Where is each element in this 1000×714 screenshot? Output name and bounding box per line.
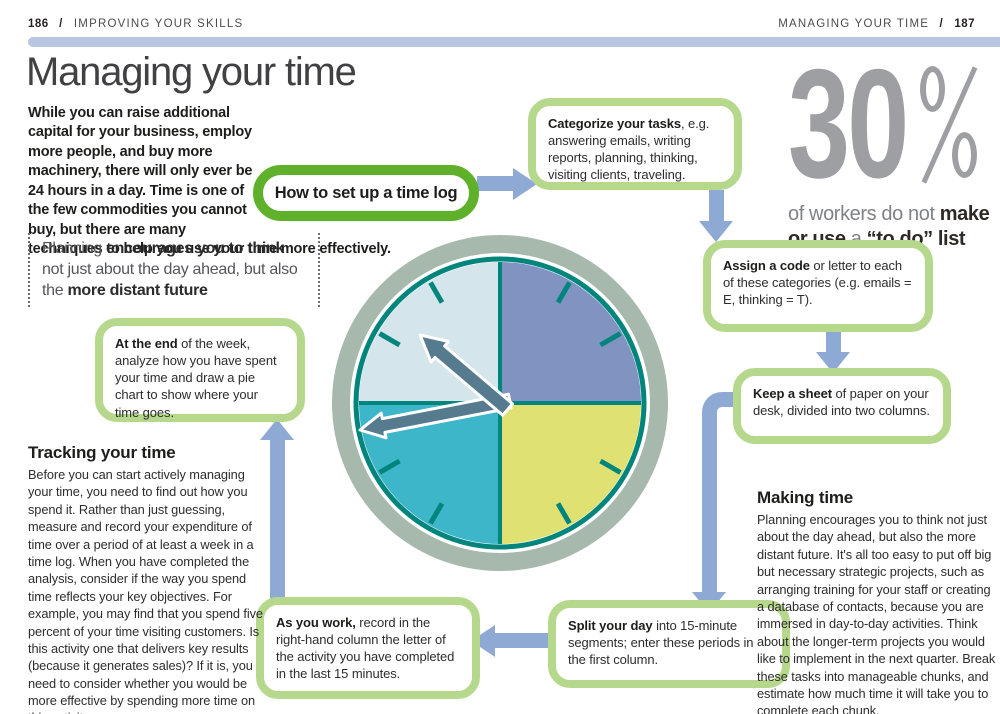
section-body: Planning encourages you to think not jus…: [757, 512, 996, 714]
clock-hands: [358, 333, 514, 440]
clock-quadrant-bottom-left: [359, 403, 500, 544]
header-right: MANAGING YOUR TIME / 187: [778, 18, 975, 30]
step-lead: Keep a sheet: [753, 386, 833, 401]
arrow-down-icon: [826, 331, 841, 353]
step-text: Categorize your tasks, e.g. answering em…: [548, 115, 722, 184]
quote-text-light: Planning: [42, 240, 107, 257]
flow-step-categorize: Categorize your tasks, e.g. answering em…: [528, 98, 742, 190]
arrow-down-head-icon: [699, 221, 733, 242]
flow-step-split-day: Split your day into 15-minute segments; …: [548, 600, 790, 688]
clock-ticks: [378, 281, 622, 525]
step-rest: record in the right-hand column the lett…: [276, 615, 455, 682]
arrow-down-head-icon: [816, 352, 850, 373]
step-rest: or letter to each of these categories (e…: [723, 258, 912, 308]
stat-number: 30: [788, 37, 909, 210]
stat-figure: 30: [788, 37, 1000, 210]
intro-text: While you can raise additional capital f…: [28, 105, 391, 257]
step-text: As you work, record in the right-hand co…: [276, 614, 460, 683]
step-lead: At the end: [115, 336, 178, 351]
quote-text-light: not just about the day ahead, but also t…: [42, 260, 298, 299]
clock-hour-hand: [418, 333, 514, 417]
header-rule: [28, 37, 1000, 47]
stat-caption-light: of workers do not: [788, 203, 940, 225]
header-left: 186 / IMPROVING YOUR SKILLS: [28, 18, 243, 30]
step-lead: Assign a code: [723, 258, 810, 273]
step-lead: Categorize your tasks: [548, 116, 682, 131]
intro-paragraph: While you can raise additional capital f…: [28, 104, 493, 259]
quote-text-bold: more distant future: [67, 281, 208, 299]
step-text: Split your day into 15-minute segments; …: [568, 617, 770, 668]
elbow-connector-icon: [702, 392, 742, 594]
clock-quadrant-top-right: [500, 262, 641, 403]
flow-step-end-of-week: At the end of the week, analyze how you …: [95, 318, 305, 422]
clock-rim: [353, 256, 647, 550]
header-separator-right: /: [939, 18, 944, 30]
step-text: Keep a sheet of paper on your desk, divi…: [753, 385, 931, 419]
section-title-left: IMPROVING YOUR SKILLS: [73, 18, 244, 30]
running-head: 186 / IMPROVING YOUR SKILLS MANAGING YOU…: [28, 18, 975, 30]
step-lead: As you work,: [276, 615, 356, 630]
tracking-your-time-section: Tracking your time Before you can start …: [28, 443, 268, 714]
step-rest: , e.g. answering emails, writing reports…: [548, 116, 710, 183]
pull-quote: Planning encourages you to think not jus…: [28, 233, 320, 308]
arrow-down-icon: [709, 190, 724, 222]
percent-upper-ring: [920, 66, 945, 112]
section-heading: Making time: [757, 488, 854, 507]
arrow-left-icon: [494, 633, 548, 648]
step-text: At the end of the week, analyze how you …: [115, 335, 285, 421]
step-rest: of paper on your desk, divided into two …: [753, 386, 930, 419]
clock-quadrant-bottom-right: [500, 403, 641, 544]
page-number-left: 186: [28, 18, 49, 30]
making-time-section: Making time Planning encourages you to t…: [757, 488, 997, 714]
arrow-right-icon: [477, 176, 515, 191]
flow-step-assign-code: Assign a code or letter to each of these…: [703, 240, 933, 332]
page-number-right: 187: [954, 18, 975, 30]
clock-minute-hand: [358, 392, 513, 440]
step-rest: into 15-minute segments; enter these per…: [568, 618, 754, 668]
header-separator-left: /: [59, 18, 64, 30]
percent-icon: [916, 66, 986, 186]
step-text: Assign a code or letter to each of these…: [723, 257, 913, 308]
section-body: Before you can start actively managing y…: [28, 467, 263, 714]
section-title-right: MANAGING YOUR TIME: [778, 18, 930, 30]
arrow-up-head-icon: [260, 419, 294, 440]
clock-svg: [332, 235, 668, 571]
statistic-block: 30 of workers do not make or use a “to d…: [788, 37, 1000, 253]
quote-text-bold: encourages you to think: [106, 240, 285, 257]
step-rest: of the week, analyze how you have spent …: [115, 336, 277, 420]
section-heading: Tracking your time: [28, 443, 176, 462]
flow-step-keep-sheet: Keep a sheet of paper on your desk, divi…: [733, 368, 951, 444]
arrow-up-icon: [270, 439, 285, 599]
page-title: Managing your time: [26, 50, 357, 94]
clock-illustration: [332, 235, 668, 571]
flow-title-pill: How to set up a time log: [253, 165, 479, 221]
flow-step-as-you-work: As you work, record in the right-hand co…: [256, 597, 480, 699]
percent-lower-ring: [952, 132, 977, 178]
step-lead: Split your day: [568, 618, 653, 633]
stat-caption-light: a: [846, 228, 867, 250]
